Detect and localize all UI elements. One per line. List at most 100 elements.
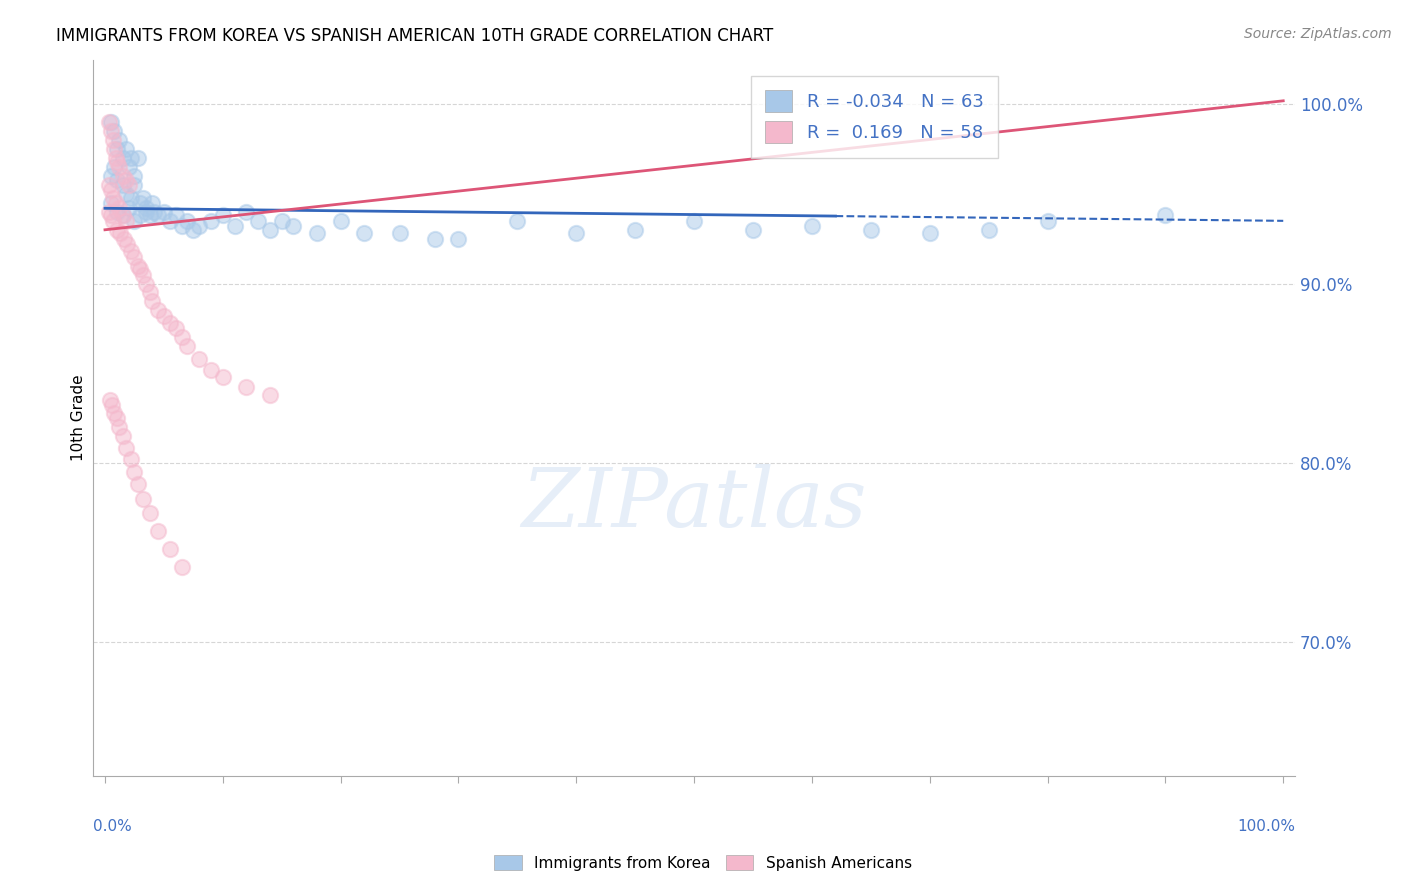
Point <box>97 115 120 129</box>
Point <box>159 214 181 228</box>
Point <box>112 232 135 246</box>
Point <box>100 115 122 129</box>
Point <box>105 142 128 156</box>
Point <box>170 330 193 344</box>
Point <box>235 380 257 394</box>
Text: ZIPatlas: ZIPatlas <box>522 464 868 544</box>
Point <box>103 133 125 147</box>
Point <box>165 321 187 335</box>
Point <box>100 195 122 210</box>
Point <box>115 172 138 186</box>
Point <box>977 223 1000 237</box>
Point <box>565 227 588 241</box>
Point <box>120 151 142 165</box>
Point <box>742 223 765 237</box>
Point <box>105 172 128 186</box>
Point <box>135 205 157 219</box>
Point <box>141 195 163 210</box>
Point <box>111 169 134 183</box>
Point <box>188 351 211 366</box>
Point <box>135 277 157 291</box>
Point <box>115 186 138 201</box>
Point <box>139 209 162 223</box>
Point <box>120 190 142 204</box>
Point <box>146 524 169 538</box>
Legend: Immigrants from Korea, Spanish Americans: Immigrants from Korea, Spanish Americans <box>485 846 921 880</box>
Point <box>307 227 329 241</box>
Point <box>103 405 125 419</box>
Point <box>506 214 529 228</box>
Point <box>105 205 128 219</box>
Point <box>247 214 270 228</box>
Point <box>259 387 281 401</box>
Point <box>259 223 281 237</box>
Point <box>115 214 138 228</box>
Point <box>97 178 120 192</box>
Point <box>103 160 125 174</box>
Point <box>111 209 134 223</box>
Point <box>124 465 146 479</box>
Point <box>800 219 823 234</box>
Point <box>1154 209 1177 223</box>
Point <box>176 214 198 228</box>
Point <box>283 219 305 234</box>
Point <box>139 285 162 300</box>
Point <box>98 392 121 407</box>
Point <box>135 202 157 216</box>
Legend: R = -0.034   N = 63, R =  0.169   N = 58: R = -0.034 N = 63, R = 0.169 N = 58 <box>751 76 998 158</box>
Point <box>120 244 142 259</box>
Point <box>103 124 125 138</box>
Point <box>111 209 134 223</box>
Text: Source: ZipAtlas.com: Source: ZipAtlas.com <box>1244 27 1392 41</box>
Point <box>129 195 152 210</box>
Point <box>131 268 153 282</box>
Point <box>103 142 125 156</box>
Point <box>105 410 128 425</box>
Point <box>103 190 125 204</box>
Point <box>115 142 138 156</box>
Point <box>143 205 166 219</box>
Point <box>159 316 181 330</box>
Point <box>165 209 187 223</box>
Point <box>100 209 122 223</box>
Point <box>127 151 149 165</box>
Point <box>124 178 146 192</box>
Point <box>105 223 128 237</box>
Point <box>200 362 222 376</box>
Point <box>423 232 446 246</box>
Text: IMMIGRANTS FROM KOREA VS SPANISH AMERICAN 10TH GRADE CORRELATION CHART: IMMIGRANTS FROM KOREA VS SPANISH AMERICA… <box>56 27 773 45</box>
Point <box>211 209 233 223</box>
Point <box>170 219 193 234</box>
Point <box>100 169 122 183</box>
Point <box>211 369 233 384</box>
Point <box>224 219 246 234</box>
Point <box>153 309 176 323</box>
Point <box>127 477 149 491</box>
Point <box>100 124 122 138</box>
Point <box>200 214 222 228</box>
Point <box>108 202 131 216</box>
Point <box>117 202 139 216</box>
Point <box>105 154 128 169</box>
Point <box>159 541 181 556</box>
Point <box>139 506 162 520</box>
Point <box>146 303 169 318</box>
Point <box>108 133 131 147</box>
Point <box>117 160 139 174</box>
Point <box>117 237 139 252</box>
Point <box>124 169 146 183</box>
Point <box>141 294 163 309</box>
Point <box>131 491 153 506</box>
Point <box>120 452 142 467</box>
Point <box>918 227 941 241</box>
Point <box>124 214 146 228</box>
Point <box>131 190 153 204</box>
Point <box>270 214 292 228</box>
Point <box>124 250 146 264</box>
Point <box>188 219 211 234</box>
Point <box>624 223 647 237</box>
Point <box>108 160 131 174</box>
Point <box>108 420 131 434</box>
Point <box>146 209 169 223</box>
Point <box>100 183 122 197</box>
